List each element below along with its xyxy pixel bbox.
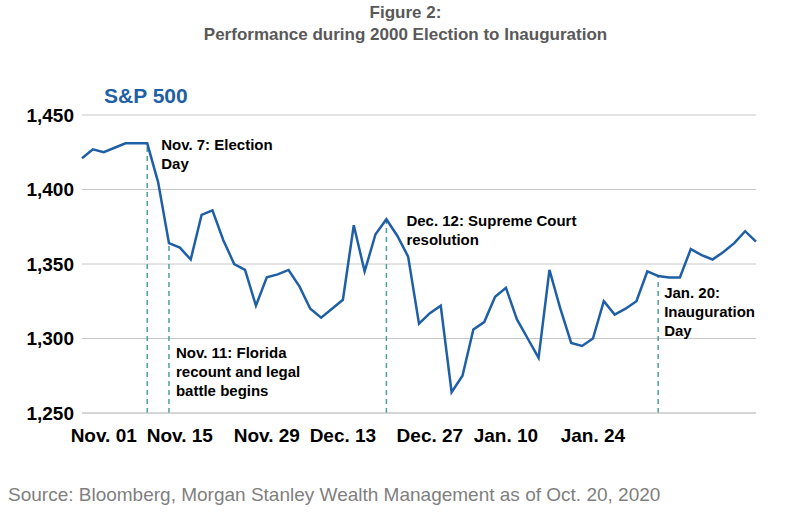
svg-text:Dec. 13: Dec. 13: [310, 425, 377, 446]
svg-text:Dec. 27: Dec. 27: [397, 425, 464, 446]
svg-text:Nov. 15: Nov. 15: [147, 425, 214, 446]
svg-text:Jan. 24: Jan. 24: [561, 425, 626, 446]
svg-text:Dec. 12: Supreme Courtresoluti: Dec. 12: Supreme Courtresolution: [406, 212, 576, 248]
svg-text:Nov. 11: Floridarecount and le: Nov. 11: Floridarecount and legalbattle …: [176, 344, 300, 399]
html-text:Figure 2:: Figure 2:: [369, 3, 442, 22]
svg-text:Nov. 7: ElectionDay: Nov. 7: ElectionDay: [161, 136, 272, 172]
svg-text:1,450: 1,450: [26, 105, 74, 126]
svg-text:1,250: 1,250: [26, 403, 74, 424]
svg-text:1,300: 1,300: [26, 328, 74, 349]
svg-text:Jan. 10: Jan. 10: [474, 425, 538, 446]
html-text:Performance during 2000 Electi: Performance during 2000 Election to Inau…: [203, 25, 608, 44]
html-text:Source: Bloomberg, Morgan Stan: Source: Bloomberg, Morgan Stanley Wealth…: [8, 484, 661, 505]
svg-text:Nov. 29: Nov. 29: [234, 425, 300, 446]
html-text:S&P 500: S&P 500: [104, 84, 188, 107]
svg-text:1,400: 1,400: [26, 179, 74, 200]
svg-text:Nov. 01: Nov. 01: [71, 425, 138, 446]
svg-text:Jan. 20:InaugurationDay: Jan. 20:InaugurationDay: [664, 284, 755, 339]
svg-text:1,350: 1,350: [26, 254, 74, 275]
